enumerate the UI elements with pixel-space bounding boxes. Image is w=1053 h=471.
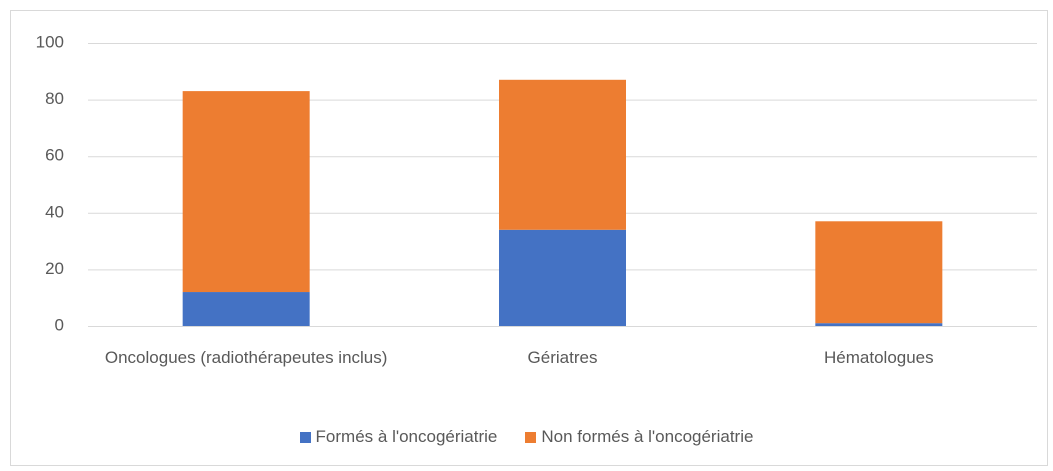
bar-segment	[499, 79, 626, 230]
legend-label: Formés à l'oncogériatrie	[315, 427, 498, 446]
x-tick-label: Hématologues	[824, 348, 934, 367]
bar-segment	[815, 323, 943, 326]
legend-label: Non formés à l'oncogériatrie	[541, 427, 754, 446]
x-tick-label: Gériatres	[527, 348, 598, 367]
legend-swatch	[299, 431, 311, 443]
bar-segment	[182, 292, 310, 326]
x-tick-label: Oncologues (radiothérapeutes inclus)	[104, 348, 388, 367]
bar-segment	[499, 229, 626, 326]
bar-segment	[815, 221, 943, 324]
y-tick-label: 20	[45, 259, 64, 278]
chart-border	[10, 10, 1048, 466]
legend: Formés à l'oncogériatrie Non formés à l'o…	[0, 427, 1053, 447]
y-tick-label: 80	[45, 89, 64, 108]
legend-item: Formés à l'oncogériatrie	[299, 427, 498, 447]
legend-swatch	[525, 431, 537, 443]
legend-item: Non formés à l'oncogériatrie	[525, 427, 753, 447]
y-tick-label: 0	[55, 315, 64, 334]
y-tick-label: 60	[45, 146, 64, 165]
y-tick-label: 100	[36, 32, 64, 51]
y-tick-label: 40	[45, 202, 64, 221]
bar-segment	[182, 91, 310, 293]
